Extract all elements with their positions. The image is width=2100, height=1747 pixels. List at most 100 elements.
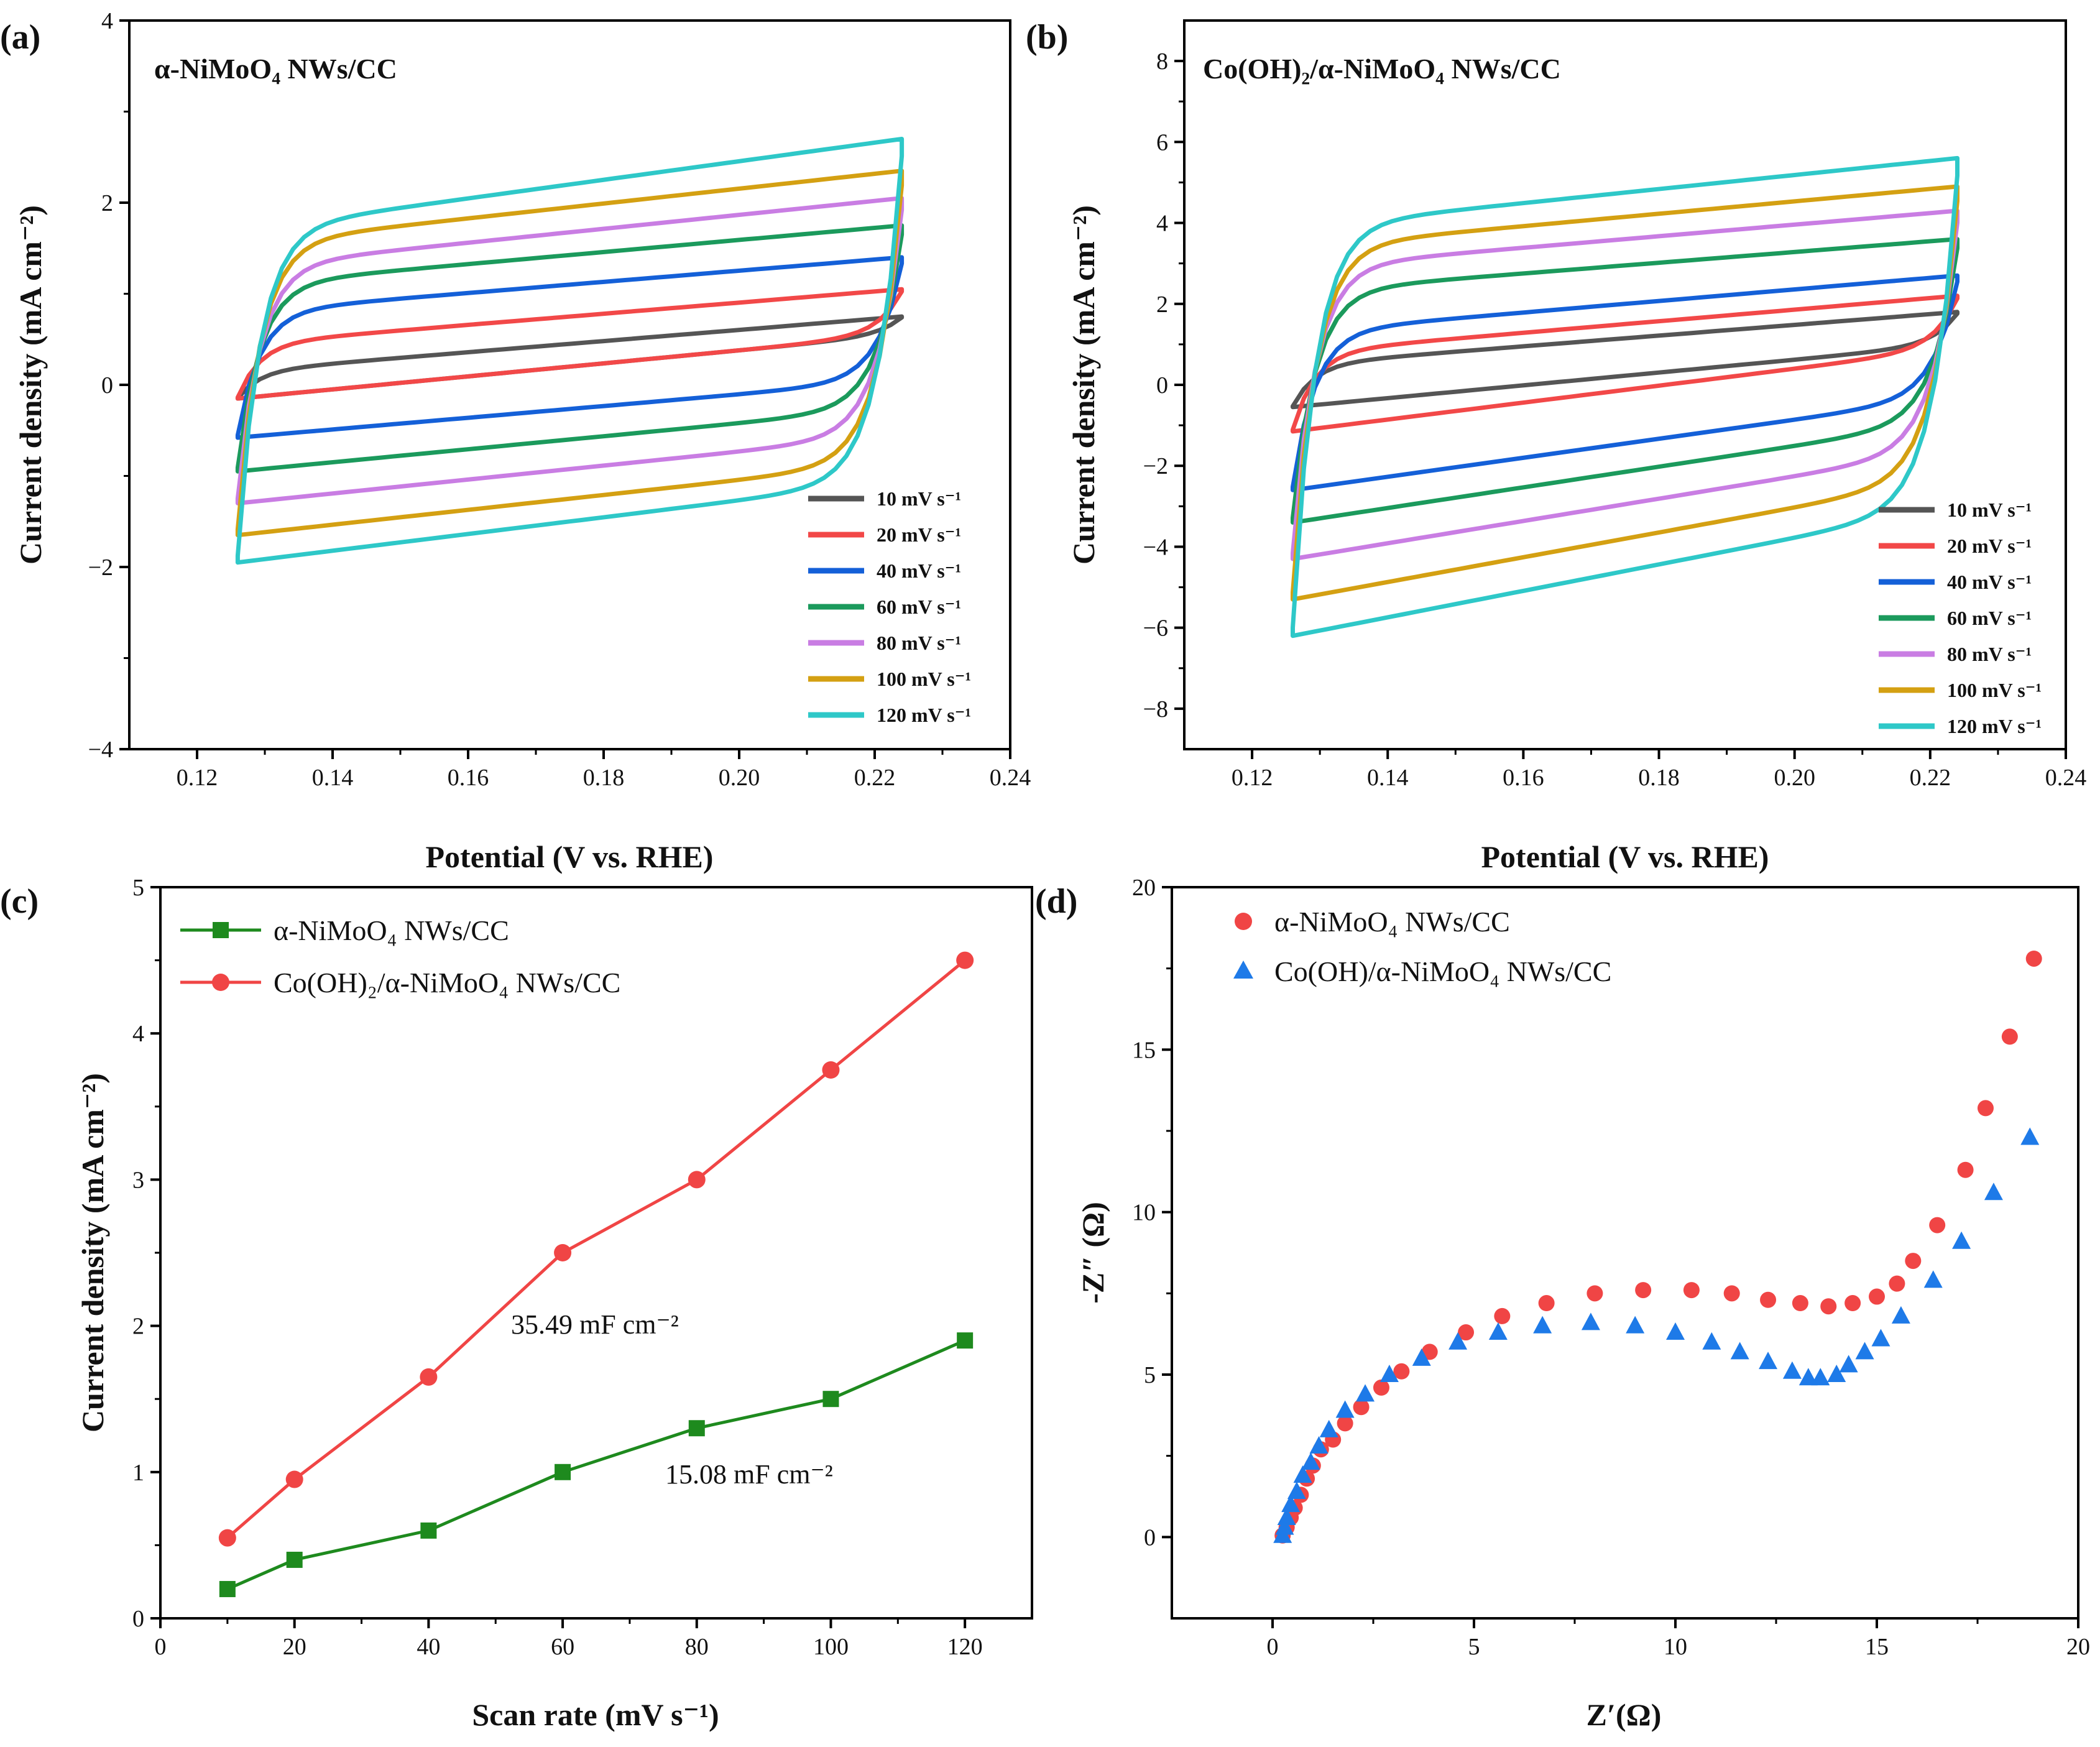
x-tick-label: 60 bbox=[551, 1634, 574, 1660]
x-tick-label: 0.14 bbox=[312, 765, 354, 791]
y-tick-label: 2 bbox=[101, 190, 113, 216]
panel-c-label: (c) bbox=[0, 882, 39, 921]
data-point-triangle bbox=[1335, 1400, 1355, 1418]
data-point-triangle bbox=[1412, 1348, 1431, 1366]
cv-loop-120mVs bbox=[1291, 155, 1960, 638]
series-line-co-oh bbox=[226, 959, 966, 1539]
y-tick-label: 6 bbox=[1156, 129, 1168, 155]
legend-label: 20 mV s⁻¹ bbox=[1947, 535, 2032, 557]
data-point-triangle bbox=[1855, 1342, 1874, 1360]
data-point-triangle bbox=[1827, 1365, 1846, 1382]
y-tick-label: 4 bbox=[132, 1021, 144, 1047]
x-tick-label: 0.16 bbox=[448, 765, 489, 791]
data-point-triangle bbox=[1356, 1384, 1375, 1402]
data-point-triangle bbox=[1702, 1332, 1721, 1350]
panel-d-xlabel: Z′(Ω) bbox=[1587, 1697, 1662, 1732]
y-tick-label: −2 bbox=[1143, 453, 1168, 479]
data-point-triangle bbox=[1666, 1322, 1685, 1340]
panel-b-legend: 10 mV s⁻¹ 20 mV s⁻¹ 40 mV s⁻¹ 60 mV s⁻¹ 80 m… bbox=[1879, 499, 2042, 737]
x-tick-label: 0.18 bbox=[583, 765, 625, 791]
data-point-circle bbox=[1844, 1295, 1861, 1312]
x-tick-label: 120 bbox=[947, 1634, 983, 1660]
x-tick-label: 0.22 bbox=[1910, 765, 1951, 791]
y-tick-label: 2 bbox=[132, 1314, 144, 1340]
data-point-triangle bbox=[1581, 1312, 1600, 1330]
data-point-triangle bbox=[1891, 1306, 1910, 1324]
cv-loop-60mVs bbox=[1291, 237, 1960, 525]
cv-loop-20mVs bbox=[1291, 293, 1960, 434]
panel-c-xlabel: Scan rate (mV s⁻¹) bbox=[472, 1697, 719, 1732]
legend-marker bbox=[1233, 961, 1253, 979]
data-point-circle bbox=[1683, 1282, 1700, 1299]
data-point-triangle bbox=[1287, 1482, 1306, 1500]
data-point-square bbox=[957, 1332, 974, 1349]
legend-label: α-NiMoO₄ NWs/CC bbox=[1274, 906, 1510, 938]
data-point-square bbox=[286, 1551, 303, 1568]
data-point-square bbox=[555, 1464, 571, 1480]
panel-d-ticks: 0 5 10 15 20 0 5 10 15 20 bbox=[1132, 875, 2090, 1660]
y-tick-label: −6 bbox=[1143, 615, 1168, 642]
legend-label: Co(OH)/α-NiMoO₄ NWs/CC bbox=[1274, 956, 1611, 987]
legend-label: 100 mV s⁻¹ bbox=[877, 668, 971, 690]
y-tick-label: 4 bbox=[1156, 211, 1168, 237]
data-point-circle bbox=[1820, 1298, 1837, 1315]
data-point-circle bbox=[1373, 1379, 1389, 1396]
x-tick-label: 0.12 bbox=[1232, 765, 1273, 791]
data-point-circle bbox=[1458, 1324, 1475, 1341]
data-point-circle bbox=[1977, 1100, 1994, 1117]
x-tick-label: 0 bbox=[155, 1634, 167, 1660]
panel-b-ticks: 0.12 0.14 0.16 0.18 0.20 0.22 0.24 8 6 4 2 0 −2 −4 −6 −… bbox=[1143, 48, 2087, 791]
panel-c: (c) 0 20 40 60 80 100 120 0 1 2 3 4 5 Scan rate (mV … bbox=[0, 875, 1033, 1732]
legend-label: 60 mV s⁻¹ bbox=[877, 596, 961, 618]
data-point-circle bbox=[1792, 1295, 1808, 1312]
panel-a-label: (a) bbox=[0, 18, 40, 57]
y-tick-label: 8 bbox=[1156, 48, 1168, 75]
data-point-triangle bbox=[1448, 1332, 1468, 1350]
data-point-triangle bbox=[1759, 1352, 1778, 1370]
data-point-circle bbox=[1393, 1363, 1410, 1380]
x-tick-label: 100 bbox=[813, 1634, 849, 1660]
data-point-circle bbox=[1905, 1253, 1922, 1270]
panel-a: (a) α-NiMoO₄ NWs/CC 0.12 0.14 0.16 0.18 0.20… bbox=[0, 8, 1031, 874]
panel-d-plot bbox=[1273, 950, 2042, 1544]
legend-label: 40 mV s⁻¹ bbox=[1947, 571, 2032, 593]
x-tick-label: 0.20 bbox=[719, 765, 760, 791]
data-point-triangle bbox=[1275, 1517, 1294, 1535]
panel-c-annotation-red: 35.49 mF cm⁻² bbox=[511, 1309, 679, 1340]
data-point-triangle bbox=[1798, 1368, 1818, 1386]
cv-loop-120mVs bbox=[235, 137, 905, 565]
cv-loop-20mVs bbox=[235, 287, 905, 401]
y-tick-label: 0 bbox=[132, 1606, 144, 1632]
legend-marker bbox=[213, 922, 229, 938]
x-tick-label: 0.20 bbox=[1774, 765, 1815, 791]
data-point-circle bbox=[2001, 1028, 2018, 1045]
data-point-circle bbox=[1957, 1161, 1974, 1178]
data-point-circle bbox=[822, 1061, 840, 1079]
data-point-triangle bbox=[1952, 1231, 1971, 1249]
legend-label: α-NiMoO₄ NWs/CC bbox=[274, 915, 509, 946]
panel-a-ylabel: Current density (mA cm⁻²) bbox=[13, 205, 48, 565]
panel-a-legend: 10 mV s⁻¹ 20 mV s⁻¹ 40 mV s⁻¹ 60 mV s⁻¹ 80 m… bbox=[808, 487, 971, 726]
x-tick-label: 0 bbox=[1267, 1634, 1279, 1660]
y-tick-label: −4 bbox=[88, 737, 113, 763]
panel-c-plot bbox=[218, 951, 974, 1597]
legend-label: 80 mV s⁻¹ bbox=[1947, 643, 2032, 665]
panel-d-label: (d) bbox=[1035, 882, 1077, 921]
data-point-triangle bbox=[1730, 1342, 1749, 1360]
y-tick-label: 5 bbox=[1144, 1362, 1156, 1388]
y-tick-label: 5 bbox=[132, 875, 144, 901]
data-point-circle bbox=[1889, 1275, 1905, 1292]
y-tick-label: 2 bbox=[1156, 292, 1168, 318]
y-tick-label: 0 bbox=[101, 372, 113, 399]
data-point-circle bbox=[1723, 1285, 1740, 1302]
x-tick-label: 0.18 bbox=[1638, 765, 1680, 791]
data-point-circle bbox=[1353, 1399, 1370, 1416]
data-point-triangle bbox=[1379, 1365, 1399, 1382]
x-tick-label: 40 bbox=[417, 1634, 440, 1660]
data-point-triangle bbox=[1533, 1316, 1552, 1334]
legend-label: 40 mV s⁻¹ bbox=[877, 560, 961, 582]
x-tick-label: 80 bbox=[685, 1634, 709, 1660]
x-tick-label: 0.24 bbox=[990, 765, 1031, 791]
legend-label: 60 mV s⁻¹ bbox=[1947, 607, 2032, 629]
legend-marker bbox=[1235, 913, 1252, 930]
